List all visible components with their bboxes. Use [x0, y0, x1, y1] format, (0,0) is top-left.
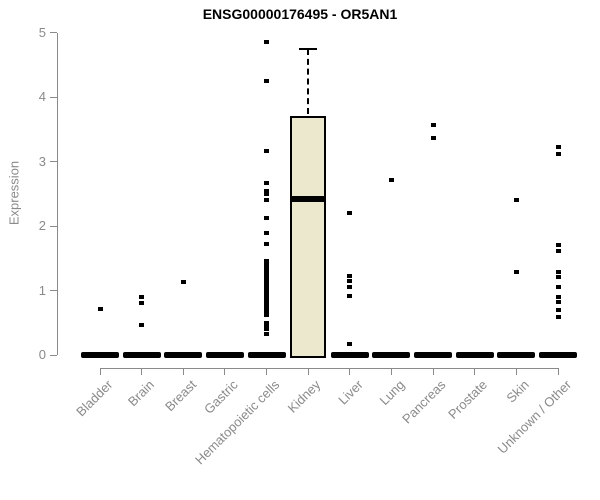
y-tick-mark	[50, 96, 57, 98]
data-point	[347, 293, 353, 298]
whisker	[307, 49, 310, 115]
data-point	[555, 284, 561, 289]
flat-box	[164, 352, 203, 358]
data-point	[264, 198, 270, 203]
data-point	[388, 177, 394, 182]
x-tick-label: Pancreas	[399, 377, 449, 427]
data-point	[430, 123, 436, 128]
median-line	[290, 195, 327, 202]
x-tick-mark	[557, 368, 559, 375]
y-tick-label: 2	[38, 218, 46, 233]
y-tick-mark	[50, 32, 57, 33]
box	[290, 116, 327, 358]
data-point	[513, 270, 519, 275]
data-point	[555, 294, 561, 299]
data-point	[264, 331, 270, 336]
y-tick-label: 0	[38, 347, 46, 362]
x-tick-mark	[141, 368, 143, 375]
flat-box	[372, 352, 411, 358]
y-tick-mark	[50, 225, 57, 227]
x-tick-label: Lung	[376, 377, 408, 409]
y-tick-label: 3	[38, 153, 46, 169]
x-tick-mark	[390, 368, 392, 375]
x-tick-mark	[474, 368, 476, 375]
data-point	[264, 191, 270, 196]
y-tick-mark	[50, 290, 57, 291]
data-point	[264, 180, 270, 185]
data-point	[264, 78, 270, 83]
data-point	[264, 148, 270, 153]
y-tick-label: 5	[38, 24, 46, 40]
flat-box	[247, 352, 286, 358]
data-point	[555, 151, 561, 156]
flat-box	[81, 352, 119, 358]
x-tick-label: Prostate	[445, 377, 491, 422]
x-tick-label: Gastric	[200, 377, 241, 417]
chart-title: ENSG00000176495 - OR5AN1	[202, 6, 398, 22]
flat-box	[539, 352, 578, 358]
data-point	[347, 279, 353, 284]
data-point	[264, 327, 270, 332]
data-point	[555, 243, 561, 248]
x-tick-mark	[349, 368, 351, 375]
x-tick-label: Brain	[125, 377, 158, 410]
x-tick-mark	[224, 368, 226, 375]
flat-box	[122, 352, 161, 358]
data-point	[264, 188, 270, 193]
whisker-cap	[299, 48, 318, 51]
flat-box	[330, 352, 369, 358]
flat-box	[205, 352, 244, 358]
data-point	[97, 306, 103, 311]
flat-box	[414, 352, 453, 358]
data-point	[347, 211, 353, 216]
data-point	[347, 342, 353, 347]
data-point	[139, 294, 145, 299]
y-tick-label: 4	[38, 89, 46, 104]
x-axis-line	[100, 368, 559, 369]
x-tick-label: Bladder	[73, 377, 116, 420]
data-point	[430, 136, 436, 141]
y-tick-label: 1	[38, 282, 46, 298]
x-tick-mark	[432, 368, 434, 375]
data-point	[555, 269, 561, 274]
x-tick-label: Breast	[161, 377, 199, 415]
y-axis-line	[57, 32, 58, 355]
y-tick-mark	[50, 354, 57, 356]
x-tick-mark	[307, 368, 309, 375]
x-tick-label: Skin	[503, 377, 533, 406]
data-point	[555, 274, 561, 279]
data-point	[347, 284, 353, 289]
data-point	[555, 145, 561, 150]
data-point	[513, 198, 519, 203]
data-point	[555, 300, 561, 305]
flat-box	[497, 352, 536, 358]
data-point	[555, 314, 561, 319]
data-point	[555, 248, 561, 253]
x-tick-mark	[515, 368, 517, 375]
x-tick-mark	[266, 368, 268, 375]
y-tick-mark	[50, 161, 57, 162]
data-point	[264, 242, 270, 247]
x-tick-mark	[99, 368, 101, 375]
data-point	[264, 320, 270, 325]
data-point	[180, 280, 186, 285]
x-tick-label: Kidney	[285, 377, 324, 416]
data-point	[139, 322, 145, 327]
y-axis-title: Expression	[6, 160, 22, 226]
data-point	[264, 40, 270, 45]
x-tick-mark	[182, 368, 184, 375]
flat-box	[455, 352, 494, 358]
data-point	[264, 323, 270, 328]
data-point	[555, 307, 561, 312]
data-point	[264, 231, 270, 236]
data-point	[264, 313, 270, 317]
x-tick-label: Unknown / Other	[494, 377, 574, 457]
data-point	[347, 274, 353, 279]
x-tick-label: Liver	[334, 377, 366, 408]
data-point	[264, 216, 270, 221]
data-point	[139, 300, 145, 305]
